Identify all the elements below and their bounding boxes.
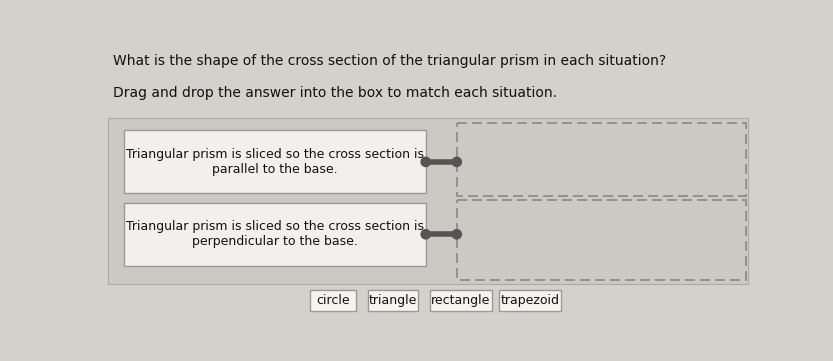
Bar — [123, 130, 426, 193]
Bar — [499, 290, 561, 311]
Bar — [108, 118, 748, 283]
Circle shape — [452, 157, 461, 166]
Text: Triangular prism is sliced so the cross section is
parallel to the base.: Triangular prism is sliced so the cross … — [126, 148, 424, 176]
Circle shape — [421, 230, 431, 239]
Text: triangle: triangle — [369, 294, 417, 307]
Text: What is the shape of the cross section of the triangular prism in each situation: What is the shape of the cross section o… — [113, 54, 666, 68]
Text: trapezoid: trapezoid — [501, 294, 560, 307]
Bar — [123, 203, 426, 266]
Text: rectangle: rectangle — [431, 294, 491, 307]
Bar — [367, 290, 418, 311]
Circle shape — [421, 157, 431, 166]
Bar — [456, 123, 746, 196]
Text: circle: circle — [316, 294, 350, 307]
Circle shape — [452, 230, 461, 239]
Text: Triangular prism is sliced so the cross section is
perpendicular to the base.: Triangular prism is sliced so the cross … — [126, 220, 424, 248]
Bar — [456, 200, 746, 280]
Bar — [430, 290, 491, 311]
Text: Drag and drop the answer into the box to match each situation.: Drag and drop the answer into the box to… — [113, 86, 557, 100]
Bar — [310, 290, 356, 311]
